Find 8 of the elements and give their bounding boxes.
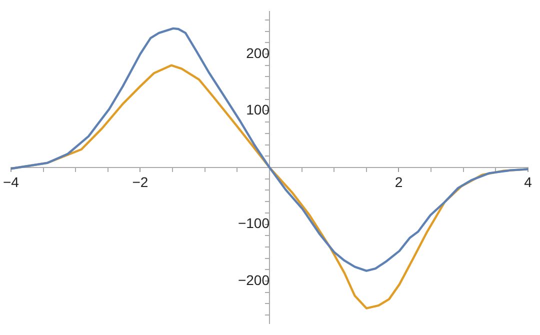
- y-tick-label: 200: [246, 44, 270, 61]
- x-tick-label: −2: [132, 174, 148, 190]
- x-tick-label: 4: [524, 174, 532, 190]
- y-tick-label: −200: [238, 272, 270, 288]
- x-tick-label: −4: [2, 174, 20, 190]
- y-tick-label: −100: [238, 215, 270, 232]
- y-tick-label: 100: [246, 102, 270, 118]
- x-tick-label: 2: [394, 174, 403, 190]
